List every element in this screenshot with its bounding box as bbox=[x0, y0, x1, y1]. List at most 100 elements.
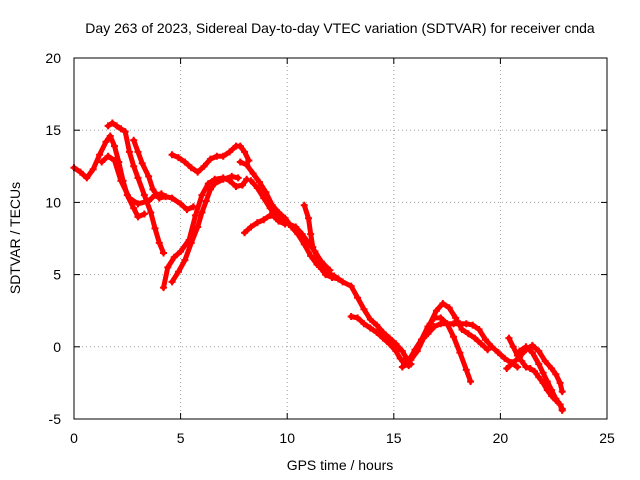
data-point-marker bbox=[354, 294, 362, 302]
plot-frame bbox=[73, 57, 608, 420]
data-point-marker bbox=[445, 304, 453, 312]
data-point-marker bbox=[501, 354, 509, 362]
data-point-marker bbox=[398, 363, 406, 371]
data-point-marker bbox=[505, 334, 513, 342]
data-point-marker bbox=[138, 159, 146, 167]
data-point-marker bbox=[245, 157, 253, 165]
data-point-marker bbox=[477, 340, 485, 348]
data-point-marker bbox=[400, 359, 408, 367]
data-point-marker bbox=[535, 360, 543, 368]
data-point-marker bbox=[317, 265, 325, 273]
data-point-marker bbox=[198, 191, 206, 199]
data-point-marker bbox=[111, 157, 119, 165]
data-point-marker bbox=[255, 178, 263, 186]
data-point-marker bbox=[437, 320, 445, 328]
y-tick-label: 5 bbox=[53, 267, 61, 283]
data-point-marker bbox=[420, 334, 428, 342]
data-point-marker bbox=[155, 239, 163, 247]
data-point-marker bbox=[558, 388, 566, 396]
data-point-marker bbox=[413, 347, 421, 355]
data-point-marker bbox=[219, 152, 227, 160]
data-point-marker bbox=[456, 349, 464, 357]
data-point-marker bbox=[539, 369, 547, 377]
data-point-marker bbox=[211, 180, 219, 188]
data-point-marker bbox=[151, 191, 159, 199]
data-point-marker bbox=[149, 185, 157, 193]
data-point-marker bbox=[522, 343, 530, 351]
data-point-marker bbox=[396, 354, 404, 362]
data-point-marker bbox=[145, 197, 153, 205]
data-point-marker bbox=[157, 190, 165, 198]
data-point-marker bbox=[219, 175, 227, 183]
data-point-marker bbox=[443, 320, 451, 328]
data-point-marker bbox=[228, 172, 236, 180]
data-point-marker bbox=[134, 213, 142, 221]
data-point-marker bbox=[234, 174, 242, 182]
data-point-marker bbox=[177, 247, 185, 255]
data-point-marker bbox=[475, 325, 483, 333]
data-point-marker bbox=[160, 284, 168, 292]
data-point-marker bbox=[181, 158, 189, 166]
data-point-marker bbox=[134, 174, 142, 182]
data-series bbox=[347, 312, 413, 370]
data-point-marker bbox=[117, 177, 125, 185]
data-point-marker bbox=[471, 334, 479, 342]
data-point-marker bbox=[298, 230, 306, 238]
data-point-marker bbox=[238, 181, 246, 189]
data-point-marker bbox=[260, 194, 268, 202]
data-point-marker bbox=[481, 336, 489, 344]
data-point-marker bbox=[241, 148, 249, 156]
data-point-marker bbox=[373, 321, 381, 329]
x-tick-label: 15 bbox=[386, 430, 402, 446]
data-point-marker bbox=[449, 333, 457, 341]
data-point-marker bbox=[243, 161, 251, 169]
data-series bbox=[104, 119, 168, 257]
data-point-marker bbox=[307, 252, 315, 260]
data-point-marker bbox=[392, 340, 400, 348]
data-point-marker bbox=[164, 263, 172, 271]
data-point-marker bbox=[98, 158, 106, 166]
data-point-marker bbox=[174, 268, 182, 276]
data-point-marker bbox=[253, 184, 261, 192]
y-tick-label: 15 bbox=[45, 122, 61, 138]
data-point-marker bbox=[366, 324, 374, 332]
data-point-marker bbox=[270, 213, 278, 221]
data-point-marker bbox=[162, 193, 170, 201]
data-point-marker bbox=[531, 367, 539, 375]
data-point-marker bbox=[247, 223, 255, 231]
data-point-marker bbox=[309, 243, 317, 251]
data-point-marker bbox=[326, 266, 334, 274]
data-point-marker bbox=[522, 363, 530, 371]
data-point-marker bbox=[509, 359, 517, 367]
data-point-marker bbox=[236, 158, 244, 166]
data-series bbox=[411, 320, 521, 371]
y-tick-label: 10 bbox=[45, 194, 61, 210]
data-point-marker bbox=[147, 209, 155, 217]
data-point-marker bbox=[535, 347, 543, 355]
y-tick-label: -5 bbox=[49, 411, 62, 427]
data-point-marker bbox=[354, 314, 362, 322]
y-tick-label: 0 bbox=[53, 339, 61, 355]
data-point-marker bbox=[106, 132, 114, 140]
data-point-marker bbox=[241, 229, 249, 237]
data-point-marker bbox=[552, 370, 560, 378]
data-point-marker bbox=[125, 194, 133, 202]
data-series bbox=[130, 136, 197, 214]
data-point-marker bbox=[516, 347, 524, 355]
grid-layer bbox=[74, 58, 607, 419]
data-point-marker bbox=[373, 328, 381, 336]
chart-title: Day 263 of 2023, Sidereal Day-to-day VTE… bbox=[85, 20, 595, 36]
x-axis-label: GPS time / hours bbox=[287, 457, 394, 473]
data-point-marker bbox=[140, 191, 148, 199]
data-point-marker bbox=[117, 125, 125, 133]
data-point-marker bbox=[313, 253, 321, 261]
data-point-marker bbox=[200, 162, 208, 170]
data-point-marker bbox=[548, 386, 556, 394]
y-axis-label: SDTVAR / TECUs bbox=[7, 182, 23, 294]
data-point-marker bbox=[528, 341, 536, 349]
x-tick-label: 0 bbox=[70, 430, 78, 446]
data-point-marker bbox=[134, 148, 142, 156]
data-point-marker bbox=[194, 223, 202, 231]
x-tick-label: 20 bbox=[493, 430, 509, 446]
data-point-marker bbox=[281, 220, 289, 228]
